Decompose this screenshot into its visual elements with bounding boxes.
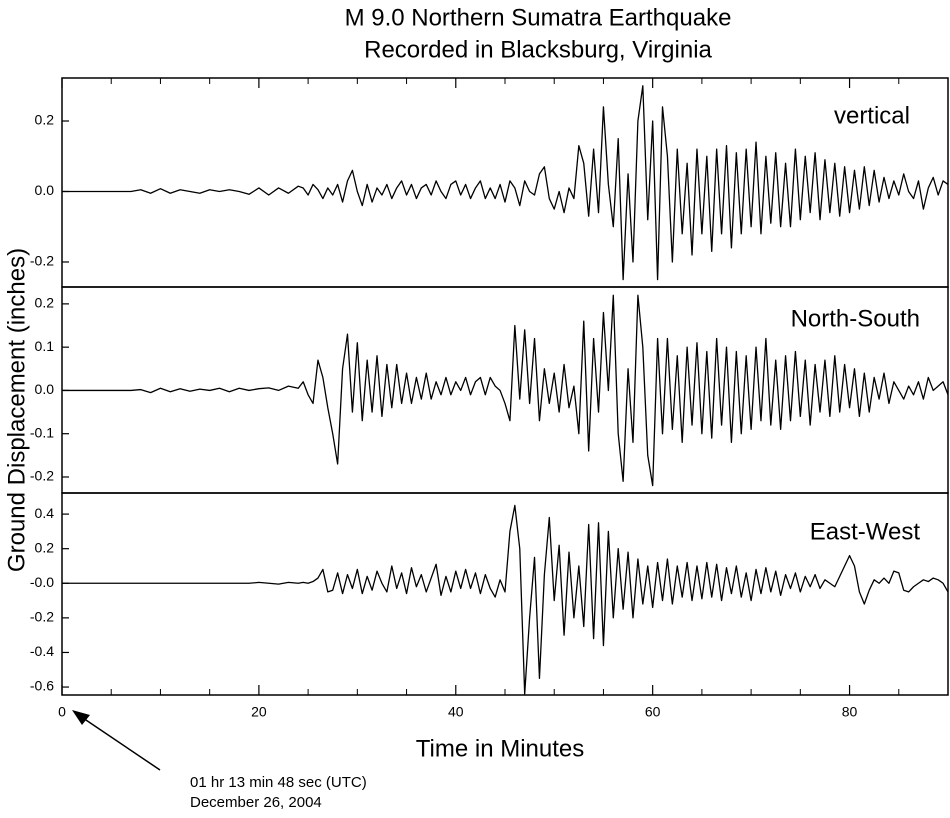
y-tick-label: 0.1 [35, 338, 55, 354]
x-axis-label: Time in Minutes [416, 735, 585, 762]
chart-title: M 9.0 Northern Sumatra Earthquake [345, 4, 732, 31]
annotation: December 26, 2004 [190, 794, 322, 811]
annotation-arrow [79, 715, 161, 771]
y-tick-label: 0.0 [35, 182, 55, 198]
y-tick-label: -0.6 [30, 678, 54, 694]
x-tick-label: 80 [842, 704, 858, 720]
y-tick-label: 0.2 [35, 539, 55, 555]
y-tick-label: 0.4 [35, 505, 55, 521]
trace [62, 294, 949, 487]
y-tick-label: 0.0 [35, 381, 55, 397]
y-tick-label: 0.2 [35, 112, 55, 128]
y-tick-label: -0.4 [30, 643, 54, 659]
panel-label: North-South [791, 305, 920, 332]
trace [62, 504, 949, 695]
x-tick-label: 0 [58, 704, 66, 720]
arrow-head [72, 710, 90, 725]
x-tick-label: 40 [448, 704, 464, 720]
y-tick-label: 0.2 [35, 295, 55, 311]
y-tick-label: -0.2 [30, 468, 54, 484]
y-tick-label: -0.2 [30, 253, 54, 269]
annotation: 01 hr 13 min 48 sec (UTC) [190, 774, 367, 791]
y-tick-label: -0.0 [30, 574, 54, 590]
y-axis-label: Ground Displacement (inches) [3, 248, 30, 572]
trace [62, 85, 949, 281]
x-tick-label: 20 [251, 704, 267, 720]
y-tick-label: -0.2 [30, 609, 54, 625]
panel-label: vertical [834, 102, 910, 129]
chart-subtitle: Recorded in Blacksburg, Virginia [364, 36, 712, 63]
y-tick-label: -0.1 [30, 424, 54, 440]
x-tick-label: 60 [645, 704, 661, 720]
panel-label: East-West [810, 518, 921, 545]
